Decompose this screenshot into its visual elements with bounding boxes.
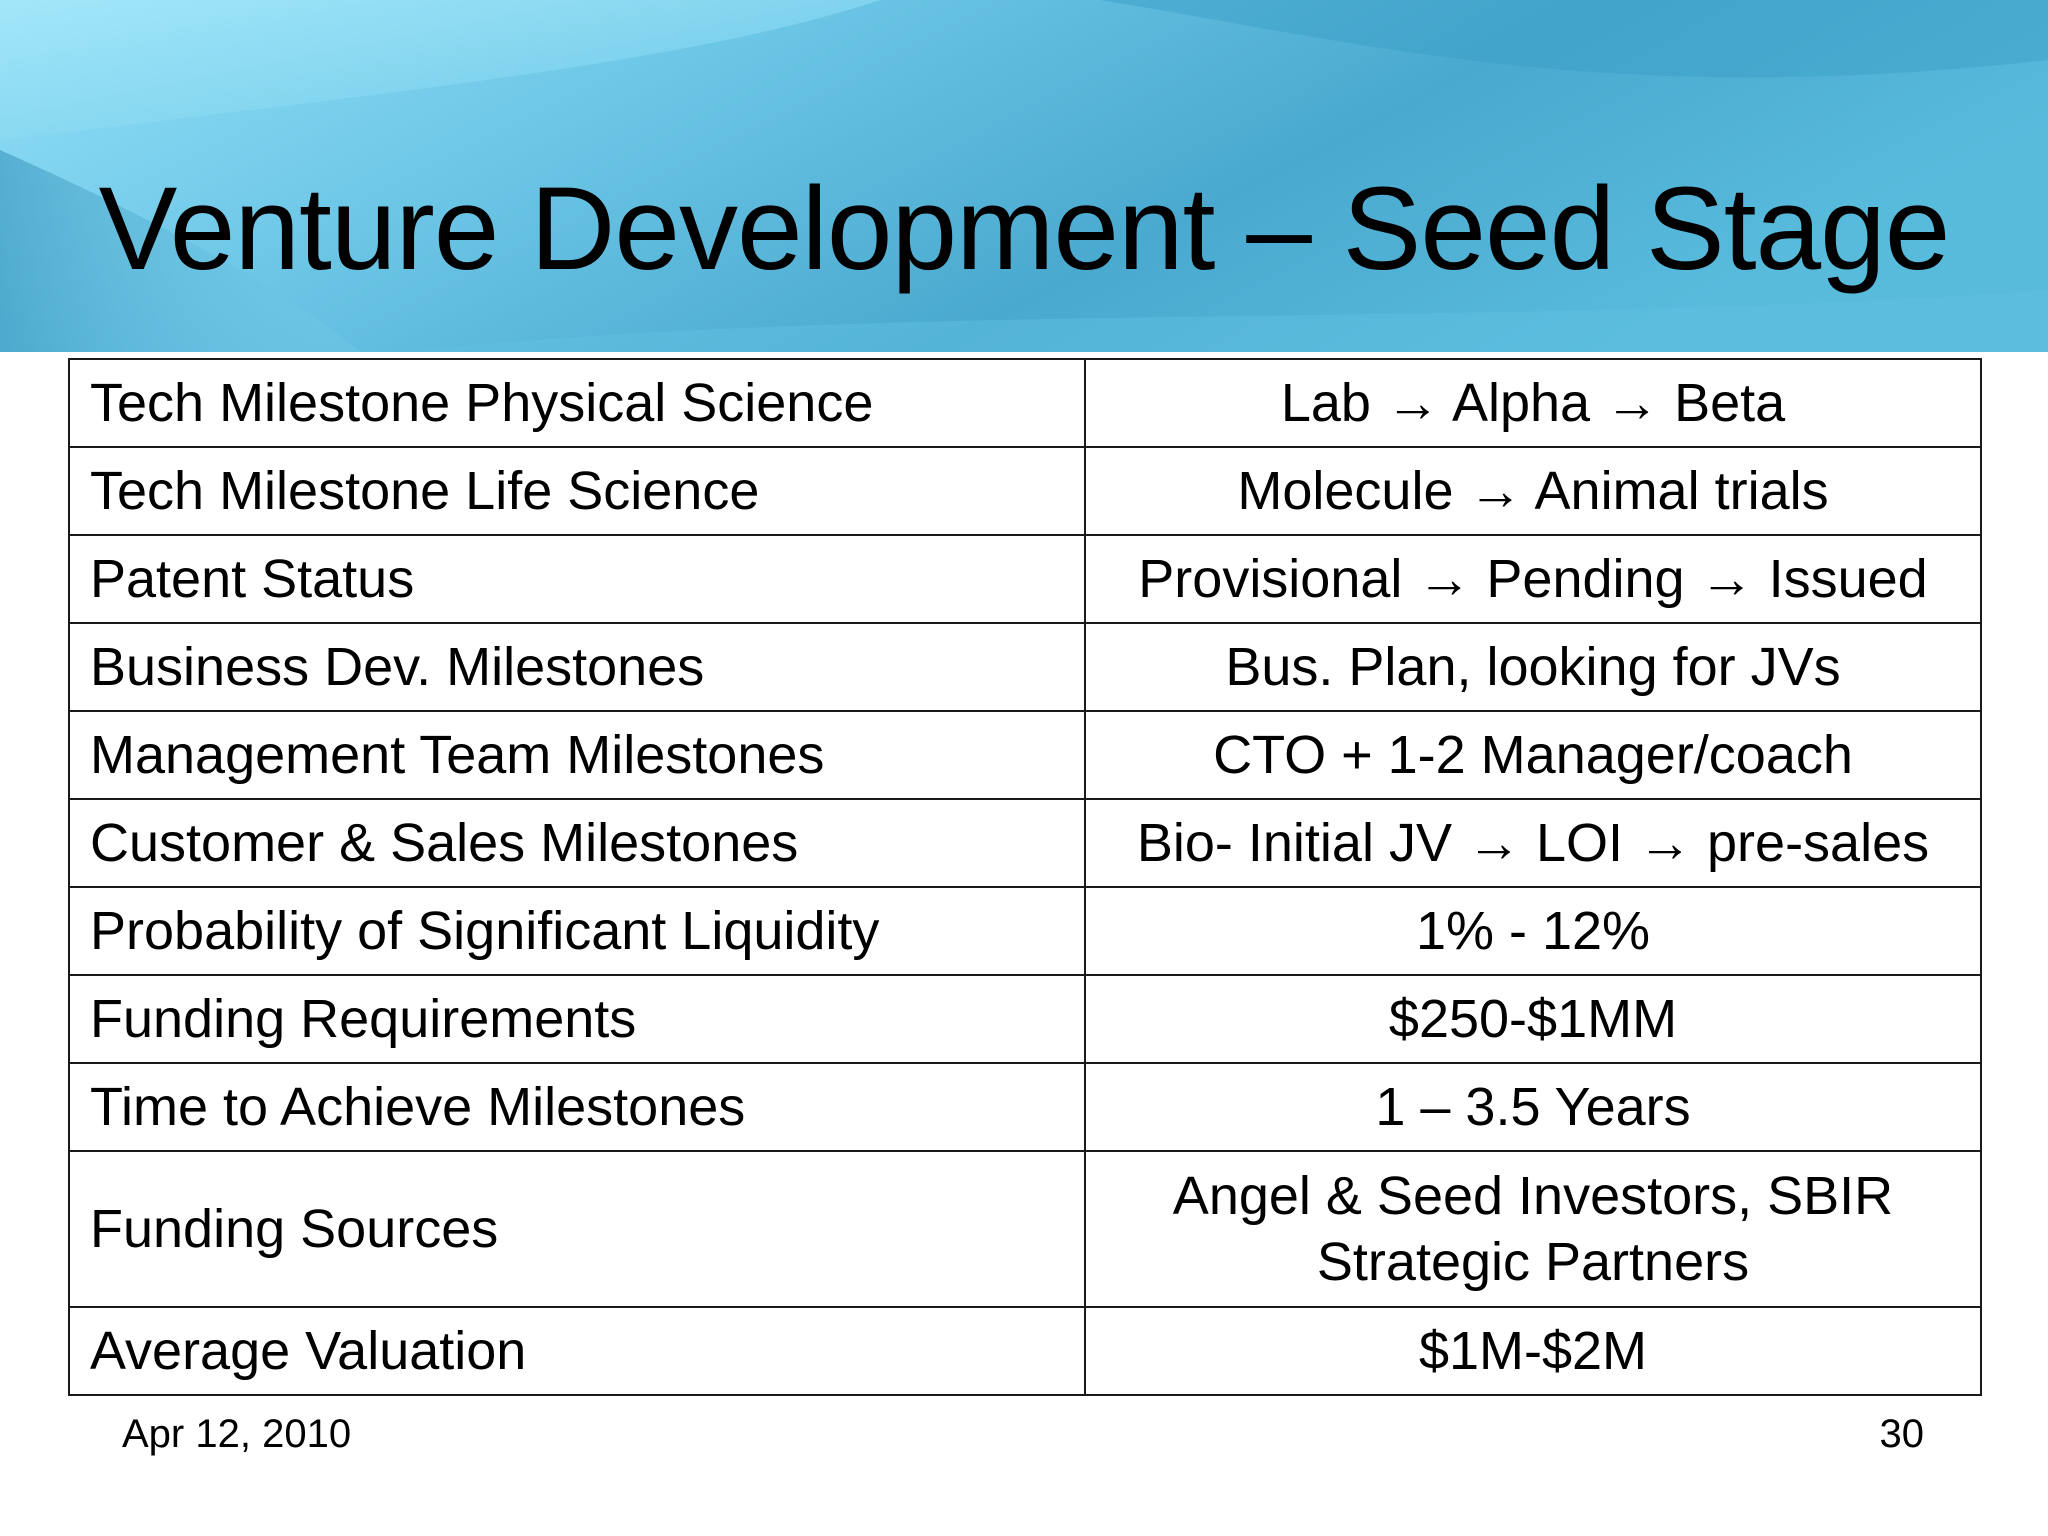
row-value: 1% - 12% [1084,886,1982,976]
seed-stage-table: Tech Milestone Physical Science Lab → Al… [68,358,1982,1396]
table-row: Funding Sources Angel & Seed Investors, … [68,1150,1982,1308]
row-value: Bus. Plan, looking for JVs [1084,622,1982,712]
banner-background [0,0,2048,368]
table-row: Average Valuation $1M-$2M [68,1306,1982,1396]
row-label: Funding Sources [68,1150,1086,1308]
row-label: Business Dev. Milestones [68,622,1086,712]
row-value: Molecule → Animal trials [1084,446,1982,536]
page-number: 30 [1879,1412,1925,1456]
milestone-table: Tech Milestone Physical Science Lab → Al… [68,358,1982,1396]
table-row: Tech Milestone Physical Science Lab → Al… [68,358,1982,448]
row-label: Customer & Sales Milestones [68,798,1086,888]
row-value: Angel & Seed Investors, SBIR Strategic Pa… [1084,1150,1982,1308]
row-value: Provisional → Pending → Issued [1084,534,1982,624]
footer-date: Apr 12, 2010 [122,1412,352,1456]
row-value: $1M-$2M [1084,1306,1982,1396]
row-label: Average Valuation [68,1306,1086,1396]
row-value: Bio- Initial JV → LOI → pre-sales [1084,798,1982,888]
row-label: Probability of Significant Liquidity [68,886,1086,976]
table-row: Time to Achieve Milestones 1 – 3.5 Years [68,1062,1982,1152]
row-value: 1 – 3.5 Years [1084,1062,1982,1152]
table-row: Business Dev. Milestones Bus. Plan, look… [68,622,1982,712]
table-row: Customer & Sales Milestones Bio- Initial… [68,798,1982,888]
slide-title: Venture Development – Seed Stage [98,163,1951,295]
table-row: Tech Milestone Life Science Molecule → A… [68,446,1982,536]
row-label: Management Team Milestones [68,710,1086,800]
table-row: Management Team Milestones CTO + 1-2 Man… [68,710,1982,800]
table-row: Patent Status Provisional → Pending → Is… [68,534,1982,624]
table-row: Funding Requirements $250-$1MM [68,974,1982,1064]
row-label: Tech Milestone Life Science [68,446,1086,536]
row-label: Tech Milestone Physical Science [68,358,1086,448]
row-value: CTO + 1-2 Manager/coach [1084,710,1982,800]
row-value: $250-$1MM [1084,974,1982,1064]
table-row: Probability of Significant Liquidity 1% … [68,886,1982,976]
row-value-line: Angel & Seed Investors, SBIR [1172,1166,1894,1226]
row-value-line: Strategic Partners [1316,1232,1750,1292]
row-label: Time to Achieve Milestones [68,1062,1086,1152]
row-value: Lab → Alpha → Beta [1084,358,1982,448]
row-label: Funding Requirements [68,974,1086,1064]
row-label: Patent Status [68,534,1086,624]
